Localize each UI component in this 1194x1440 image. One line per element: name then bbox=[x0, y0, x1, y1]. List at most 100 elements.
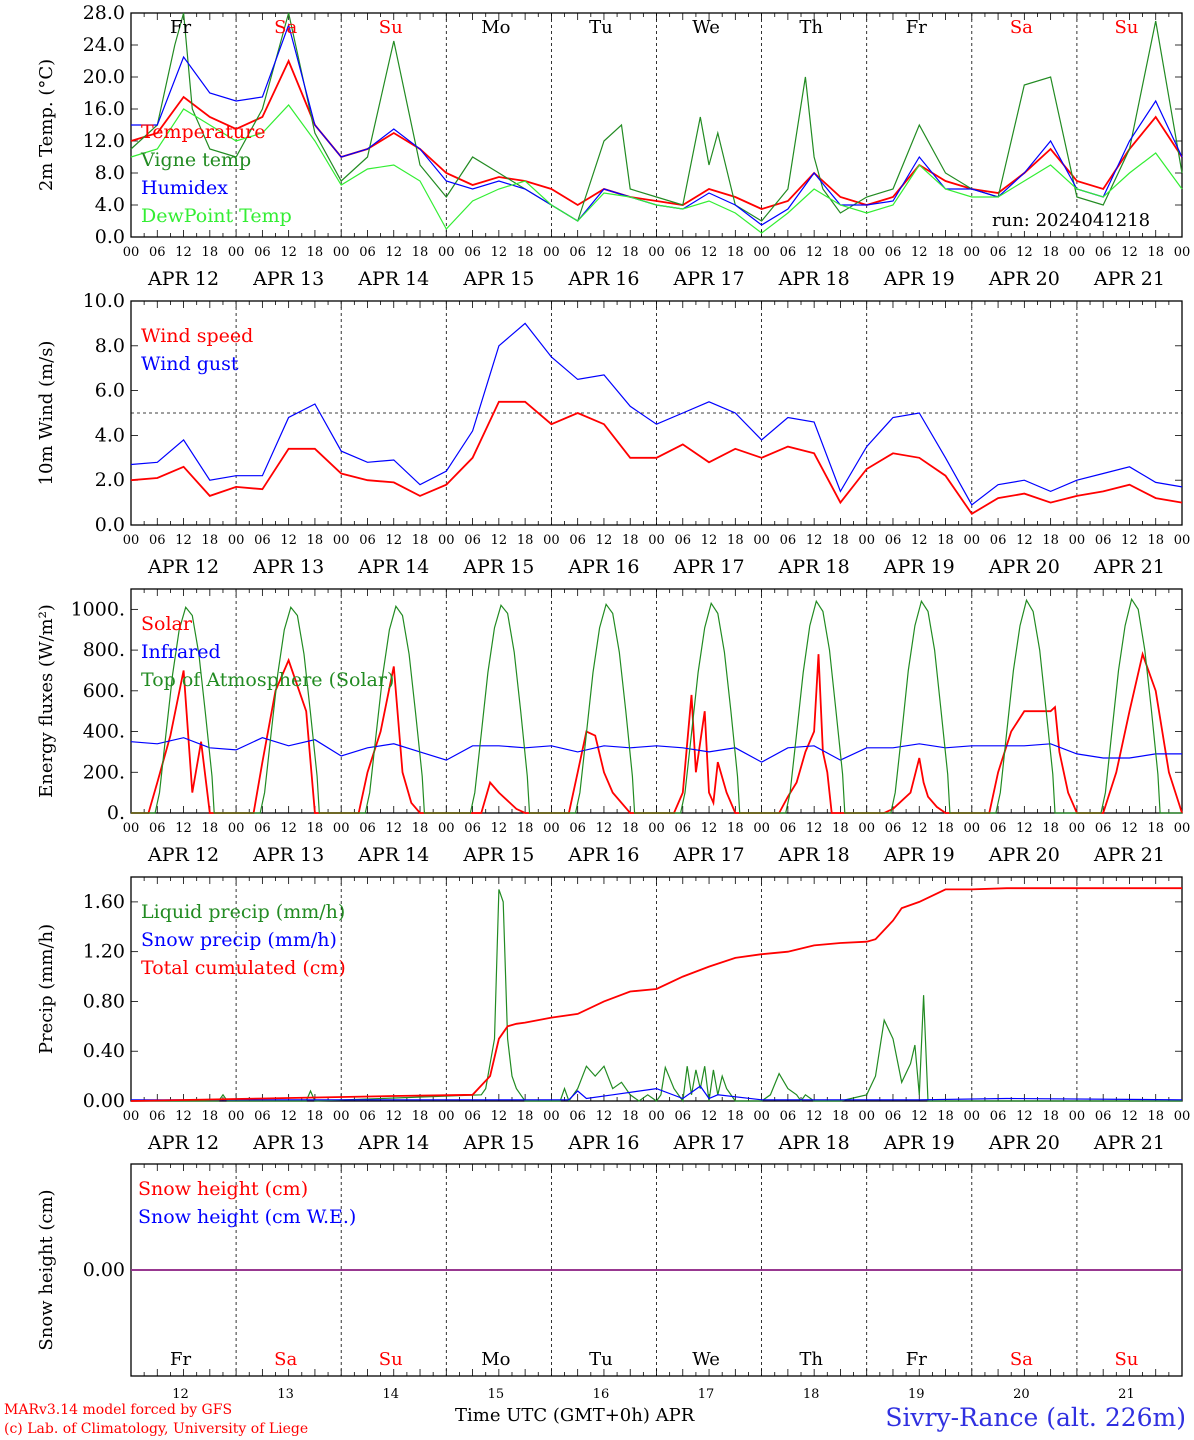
hour-tick-label: 18 bbox=[832, 533, 849, 548]
hour-tick-label: 18 bbox=[412, 821, 429, 836]
run-label: run: 2024041218 bbox=[990, 210, 1153, 231]
hour-tick-label: 18 bbox=[1147, 533, 1164, 548]
hour-tick-label: 12 bbox=[911, 245, 928, 260]
date-label: APR 16 bbox=[567, 844, 639, 866]
hour-tick-label: 18 bbox=[937, 1109, 954, 1124]
day-number: 17 bbox=[698, 1387, 715, 1402]
date-label: APR 17 bbox=[673, 1132, 745, 1154]
date-label: APR 16 bbox=[567, 556, 639, 578]
hour-tick-label: 18 bbox=[202, 245, 219, 260]
hour-tick-label: 06 bbox=[885, 245, 902, 260]
hour-tick-label: 12 bbox=[806, 533, 823, 548]
day-name: Su bbox=[379, 17, 403, 38]
hour-tick-label: 12 bbox=[491, 245, 508, 260]
hour-tick-label: 06 bbox=[569, 245, 586, 260]
hour-tick-label: 12 bbox=[280, 821, 297, 836]
legend-entry: Snow height (cm W.E.) bbox=[138, 1206, 356, 1228]
y-tick-label: 1.60 bbox=[83, 891, 125, 913]
day-name: Fr bbox=[906, 17, 927, 38]
series-line-1 bbox=[131, 889, 1182, 1103]
date-label: APR 12 bbox=[147, 268, 219, 290]
day-name: Fr bbox=[170, 1349, 191, 1370]
hour-tick-label: 06 bbox=[149, 533, 166, 548]
legend-entry: Snow precip (mm/h) bbox=[141, 929, 337, 951]
y-tick-label: 1.20 bbox=[83, 941, 125, 963]
hour-tick-label: 12 bbox=[1121, 533, 1138, 548]
panel-4: 0.00 0.40 0.80 1.20 1.60 Precip (mm/h) Liquid … bbox=[36, 876, 1190, 1154]
date-label: APR 16 bbox=[567, 268, 639, 290]
hour-tick-label: 18 bbox=[832, 245, 849, 260]
hour-tick-label: 00 bbox=[858, 1109, 875, 1124]
date-label: APR 17 bbox=[673, 844, 745, 866]
date-label: APR 13 bbox=[252, 1132, 324, 1154]
y-tick-label: 8.0 bbox=[95, 162, 125, 184]
day-name: Su bbox=[379, 1349, 403, 1370]
hour-tick-label: 18 bbox=[727, 1109, 744, 1124]
date-label: APR 14 bbox=[357, 844, 429, 866]
hour-tick-label: 18 bbox=[832, 821, 849, 836]
date-label: APR 21 bbox=[1093, 844, 1165, 866]
hour-tick-label: 06 bbox=[780, 533, 797, 548]
hour-tick-label: 06 bbox=[1095, 245, 1112, 260]
hour-tick-label: 00 bbox=[543, 245, 560, 260]
panel-3: 0. 200. 400. 600. 800. 1000. Energy fluxes (W/… bbox=[36, 588, 1190, 866]
y-axis-label: 2m Temp. (°C) bbox=[36, 59, 57, 191]
hour-tick-label: 06 bbox=[359, 245, 376, 260]
hour-tick-label: 18 bbox=[622, 245, 639, 260]
hour-tick-label: 06 bbox=[464, 821, 481, 836]
hour-tick-label: 06 bbox=[1095, 533, 1112, 548]
date-label: APR 21 bbox=[1093, 1132, 1165, 1154]
hour-tick-label: 18 bbox=[202, 533, 219, 548]
hour-tick-label: 00 bbox=[438, 821, 455, 836]
hour-tick-label: 06 bbox=[675, 821, 692, 836]
legend-entry: Top of Atmosphere (Solar) bbox=[141, 669, 394, 691]
hour-tick-label: 00 bbox=[1174, 533, 1191, 548]
hour-tick-label: 00 bbox=[543, 1109, 560, 1124]
date-label: APR 15 bbox=[462, 1132, 534, 1154]
hour-tick-label: 12 bbox=[280, 533, 297, 548]
hour-tick-label: 12 bbox=[1121, 821, 1138, 836]
hour-tick-label: 18 bbox=[412, 1109, 429, 1124]
series-line-2 bbox=[131, 1085, 1183, 1101]
legend-entry: Liquid precip (mm/h) bbox=[141, 901, 345, 923]
legend-entry: Total cumulated (cm) bbox=[141, 957, 346, 979]
hour-tick-label: 00 bbox=[648, 533, 665, 548]
hour-tick-label: 12 bbox=[1016, 245, 1033, 260]
y-axis-label: 10m Wind (m/s) bbox=[36, 341, 57, 486]
y-tick-label: 1000. bbox=[71, 598, 125, 620]
hour-tick-label: 00 bbox=[543, 533, 560, 548]
day-name: Sa bbox=[274, 1349, 297, 1370]
hour-tick-label: 12 bbox=[701, 245, 718, 260]
y-tick-label: 2.0 bbox=[95, 469, 125, 491]
y-tick-label: 200. bbox=[83, 761, 125, 783]
legend-entry: Temperature bbox=[141, 121, 265, 143]
hour-tick-label: 06 bbox=[675, 533, 692, 548]
date-label: APR 13 bbox=[252, 556, 324, 578]
legend-entry: Wind gust bbox=[141, 353, 239, 375]
hour-tick-label: 12 bbox=[385, 1109, 402, 1124]
hour-tick-label: 00 bbox=[123, 245, 140, 260]
hour-tick-label: 06 bbox=[780, 245, 797, 260]
date-label: APR 12 bbox=[147, 556, 219, 578]
y-tick-label: 600. bbox=[83, 680, 125, 702]
hour-tick-label: 18 bbox=[1042, 821, 1059, 836]
hour-tick-label: 00 bbox=[648, 821, 665, 836]
date-label: APR 18 bbox=[778, 844, 850, 866]
hour-tick-label: 06 bbox=[675, 1109, 692, 1124]
hour-tick-label: 18 bbox=[832, 1109, 849, 1124]
y-tick-label: 24.0 bbox=[83, 34, 125, 56]
hour-tick-label: 18 bbox=[202, 1109, 219, 1124]
hour-tick-label: 12 bbox=[1016, 533, 1033, 548]
day-name: Fr bbox=[906, 1349, 927, 1370]
hour-tick-label: 06 bbox=[1095, 821, 1112, 836]
date-label: APR 19 bbox=[883, 556, 955, 578]
day-name: Su bbox=[1114, 1349, 1138, 1370]
hour-tick-label: 06 bbox=[780, 821, 797, 836]
y-axis-label: Precip (mm/h) bbox=[36, 924, 57, 1054]
y-tick-label: 16.0 bbox=[83, 98, 125, 120]
hour-tick-label: 06 bbox=[464, 245, 481, 260]
date-label: APR 12 bbox=[147, 844, 219, 866]
hour-tick-label: 18 bbox=[622, 1109, 639, 1124]
hour-tick-label: 18 bbox=[727, 245, 744, 260]
hour-tick-label: 18 bbox=[412, 533, 429, 548]
